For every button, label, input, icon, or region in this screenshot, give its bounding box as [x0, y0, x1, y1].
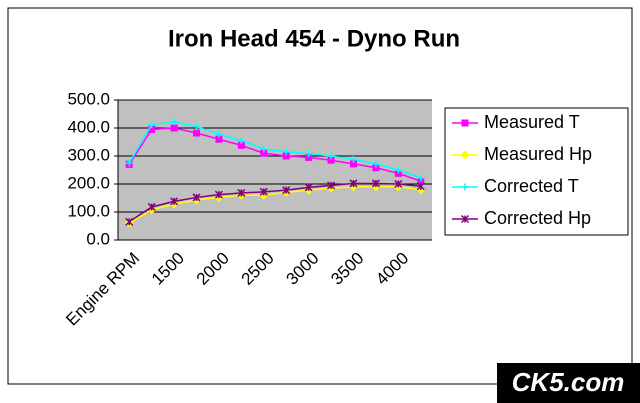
chart-title: Iron Head 454 - Dyno Run	[168, 25, 460, 52]
point	[237, 137, 245, 145]
y-tick-label: 200.0	[67, 173, 110, 192]
point	[327, 152, 335, 160]
point	[193, 129, 200, 137]
legend-marker	[460, 150, 470, 160]
point	[125, 217, 134, 226]
point	[147, 202, 156, 211]
point	[215, 130, 223, 138]
point	[305, 153, 313, 161]
legend-label: Corrected Hp	[484, 208, 591, 228]
point	[260, 149, 268, 157]
y-tick-label: 500.0	[67, 89, 110, 108]
point	[417, 174, 425, 182]
legend-marker	[460, 214, 470, 224]
legend-box	[444, 107, 629, 236]
watermark-box	[497, 363, 640, 403]
point	[372, 164, 380, 172]
series-line	[128, 127, 422, 182]
y-tick-label: 100.0	[67, 201, 110, 220]
y-tick-label: 0.0	[86, 229, 110, 248]
point	[170, 118, 178, 126]
legend-marker	[461, 119, 469, 127]
point	[170, 124, 178, 132]
point	[214, 190, 223, 199]
watermark: CK5.com	[512, 367, 625, 397]
point	[282, 148, 290, 156]
point	[170, 197, 179, 206]
series-line	[128, 121, 422, 179]
point	[394, 179, 403, 189]
point	[148, 121, 156, 129]
series-line	[128, 182, 421, 223]
point	[237, 188, 246, 197]
point	[259, 187, 268, 196]
y-tick-label: 300.0	[67, 145, 110, 164]
legend-label: Measured T	[484, 112, 580, 132]
point	[350, 160, 357, 168]
point	[327, 156, 335, 164]
point	[215, 135, 223, 143]
point	[193, 123, 200, 131]
point	[349, 179, 358, 188]
point	[192, 193, 201, 202]
plot-area	[118, 100, 432, 240]
point	[371, 179, 380, 188]
point	[148, 125, 156, 133]
legend-label: Corrected T	[484, 176, 579, 196]
point	[305, 150, 313, 158]
point	[327, 181, 336, 190]
point	[282, 152, 290, 160]
point	[304, 183, 313, 192]
point	[350, 155, 357, 163]
legend-marker	[461, 183, 469, 191]
point	[416, 182, 425, 191]
point	[394, 166, 402, 174]
y-tick-label: 400.0	[67, 117, 110, 136]
point	[282, 186, 291, 195]
point	[372, 160, 380, 168]
legend-label: Measured Hp	[484, 144, 592, 164]
point	[237, 141, 245, 149]
point	[125, 159, 133, 167]
point	[260, 145, 268, 153]
